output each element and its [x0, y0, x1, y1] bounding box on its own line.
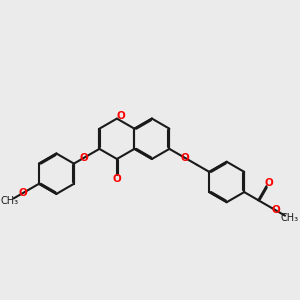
- Text: CH₃: CH₃: [0, 196, 18, 206]
- Text: O: O: [79, 153, 88, 163]
- Text: O: O: [271, 205, 280, 215]
- Text: O: O: [116, 111, 125, 121]
- Text: O: O: [264, 178, 273, 188]
- Text: CH₃: CH₃: [281, 214, 299, 224]
- Text: O: O: [181, 153, 190, 163]
- Text: O: O: [112, 174, 121, 184]
- Text: O: O: [19, 188, 28, 198]
